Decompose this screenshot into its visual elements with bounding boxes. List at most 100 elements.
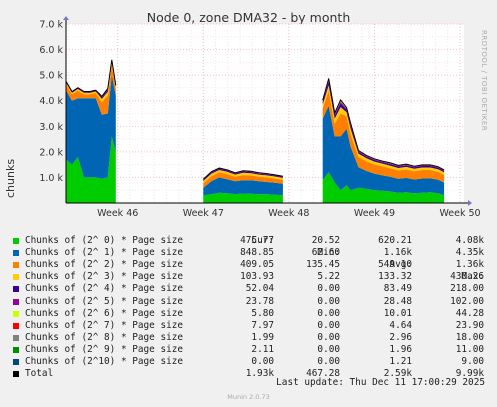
legend-series-name: Chunks of (2^ 4) * Page size <box>25 283 184 295</box>
legend-min-value: 467.28 <box>306 368 340 380</box>
legend-header-max: Max: <box>461 271 484 283</box>
legend-row: Chunks of (2^ 6) * Page size 5.80 0.00 10.0… <box>12 308 492 320</box>
chart-title: Node 0, zone DMA32 - by month <box>146 10 351 25</box>
legend-max-value: 1.36k <box>455 259 484 271</box>
series-area <box>203 170 283 184</box>
legend-cur-value: 5.80 <box>251 307 274 319</box>
legend-cur-value: 7.97 <box>251 319 274 331</box>
legend-max-value: 44.28 <box>455 307 484 319</box>
legend-min-value: 0.00 <box>317 319 340 331</box>
total-line <box>322 78 445 171</box>
legend: Cur: Min: Avg: Max: Chunks of (2^ 0) * P… <box>12 223 492 380</box>
series-area <box>322 172 445 203</box>
legend-swatch <box>13 322 19 329</box>
series-area <box>66 136 116 203</box>
legend-avg-value: 1.21 <box>389 356 412 368</box>
legend-min-value: 135.45 <box>306 259 340 271</box>
x-tick-label: Week 47 <box>183 208 224 219</box>
legend-max-value: 23.90 <box>455 319 484 331</box>
legend-avg-value: 83.49 <box>383 283 412 295</box>
legend-min-value: 0.00 <box>317 331 340 343</box>
y-tick-label: 4.0 k <box>39 96 63 107</box>
legend-swatch <box>13 286 19 293</box>
legend-max-value: 102.00 <box>450 295 484 307</box>
x-tick-label: Week 49 <box>354 208 395 219</box>
legend-cur-value: 1.93k <box>245 368 274 380</box>
legend-cur-value: 23.78 <box>245 295 274 307</box>
series-area <box>203 172 283 188</box>
legend-max-value: 9.99k <box>455 368 484 380</box>
legend-series-name: Chunks of (2^ 0) * Page size <box>25 235 184 247</box>
legend-series-name: Chunks of (2^ 9) * Page size <box>25 343 184 355</box>
legend-min-value: 0.00 <box>317 343 340 355</box>
legend-min-value: 20.52 <box>311 235 340 247</box>
series-area <box>203 168 283 181</box>
legend-avg-value: 549.10 <box>378 259 412 271</box>
legend-avg-value: 1.16k <box>383 247 412 259</box>
legend-max-value: 4.08k <box>455 235 484 247</box>
legend-cur-value: 1.99 <box>251 331 274 343</box>
legend-avg-value: 10.01 <box>383 307 412 319</box>
legend-series-name: Chunks of (2^10) * Page size <box>25 356 184 368</box>
legend-swatch <box>13 334 19 341</box>
legend-swatch <box>13 346 19 353</box>
y-tick-label: 6.0 k <box>39 45 63 56</box>
legend-swatch <box>13 298 19 305</box>
y-tick-label: 3.0 k <box>39 122 63 133</box>
legend-max-value: 4.35k <box>455 247 484 259</box>
legend-header-min: Min: <box>317 247 340 259</box>
legend-cur-value: 475.77 <box>240 235 274 247</box>
y-tick-label: 1.0 k <box>39 173 63 184</box>
legend-swatch <box>13 274 19 281</box>
legend-row: Total 1.93k 467.28 2.59k 9.99k <box>12 368 492 380</box>
legend-series-name: Total <box>25 368 54 380</box>
y-axis-arrow <box>63 16 69 20</box>
legend-avg-value: 2.96 <box>389 331 412 343</box>
series-area <box>66 75 116 179</box>
legend-row: Chunks of (2^ 9) * Page size 2.11 0.00 1.96… <box>12 344 492 356</box>
munin-version: Munin 2.0.73 <box>227 393 270 401</box>
legend-header-cur: Cur: <box>251 235 274 247</box>
legend-avg-value: 133.32 <box>378 271 412 283</box>
legend-series-name: Chunks of (2^ 7) * Page size <box>25 319 184 331</box>
legend-cur-value: 2.11 <box>251 343 274 355</box>
legend-row: Chunks of (2^ 7) * Page size 7.97 0.00 4.64… <box>12 320 492 332</box>
legend-avg-value: 2.59k <box>383 368 412 380</box>
legend-swatch <box>13 262 19 269</box>
legend-min-value: 0.00 <box>317 356 340 368</box>
legend-swatch <box>13 250 19 257</box>
legend-avg-value: 1.96 <box>389 343 412 355</box>
legend-series-name: Chunks of (2^ 1) * Page size <box>25 247 184 259</box>
legend-row: Chunks of (2^10) * Page size 0.00 0.00 1.21… <box>12 356 492 368</box>
legend-swatch <box>13 310 19 317</box>
legend-max-value: 18.00 <box>455 331 484 343</box>
legend-avg-value: 4.64 <box>389 319 412 331</box>
y-tick-label: 7.0 k <box>39 20 63 31</box>
legend-row: Chunks of (2^ 2) * Page size 409.05 135.45… <box>12 259 492 271</box>
x-axis-arrow <box>468 200 472 206</box>
legend-max-value: 9.00 <box>461 356 484 368</box>
legend-cur-value: 0.00 <box>251 356 274 368</box>
legend-min-value: 0.00 <box>317 307 340 319</box>
x-tick-label: Week 48 <box>268 208 309 219</box>
legend-row: Chunks of (2^ 5) * Page size 23.78 0.00 28.… <box>12 296 492 308</box>
last-update: Last update: Thu Dec 11 17:00:29 2025 <box>276 377 485 388</box>
legend-max-value: 430.26 <box>450 271 484 283</box>
legend-series-name: Chunks of (2^ 6) * Page size <box>25 307 184 319</box>
legend-header: Cur: Min: Avg: Max: <box>12 223 492 282</box>
legend-series-name: Chunks of (2^ 5) * Page size <box>25 295 184 307</box>
legend-max-value: 11.00 <box>455 343 484 355</box>
legend-row: Chunks of (2^ 0) * Page size 475.77 20.52 6… <box>12 235 492 247</box>
legend-series-name: Chunks of (2^ 2) * Page size <box>25 259 184 271</box>
legend-max-value: 218.00 <box>450 283 484 295</box>
legend-series-name: Chunks of (2^ 3) * Page size <box>25 271 184 283</box>
legend-cur-value: 409.05 <box>240 259 274 271</box>
y-tick-label: 2.0 k <box>39 147 63 158</box>
legend-min-value: 0.00 <box>317 295 340 307</box>
series-area <box>322 90 445 183</box>
legend-swatch <box>13 238 19 245</box>
legend-min-value: 5.22 <box>317 271 340 283</box>
series-area <box>203 192 283 203</box>
total-line <box>65 59 117 98</box>
legend-row: Chunks of (2^ 1) * Page size 848.85 62.60 1… <box>12 247 492 259</box>
